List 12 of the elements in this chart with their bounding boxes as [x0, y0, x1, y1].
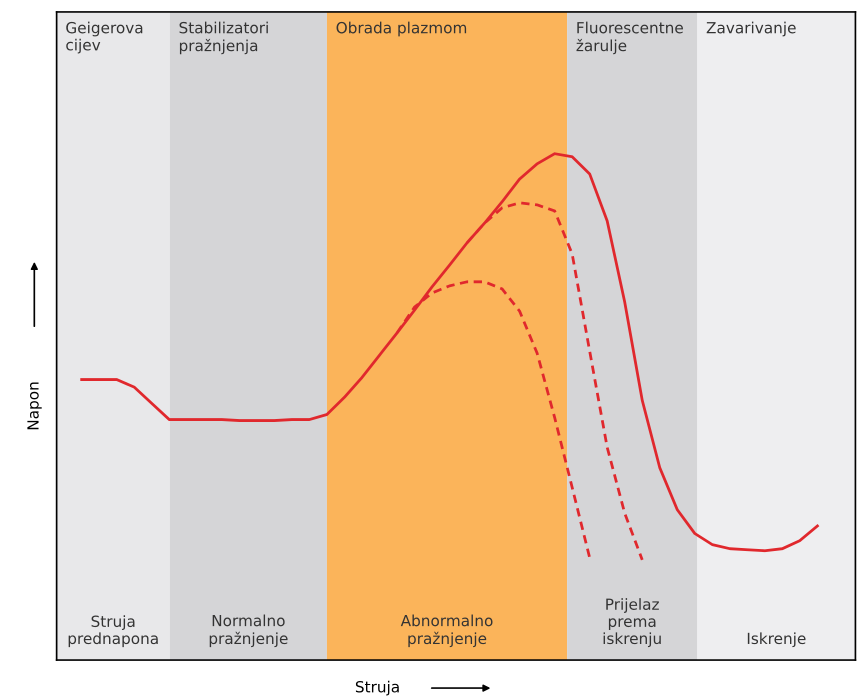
x-axis-title: Struja [356, 680, 399, 696]
text: Fluorescentne žarulje [576, 22, 683, 54]
annotation: Abnormalno pražnjenje [400, 614, 493, 648]
annotation: Struja prednapona [68, 615, 158, 648]
text: Zavarivanje [706, 22, 796, 36]
y-axis-title: Napon [27, 382, 42, 430]
annotation: Iskrenje [748, 632, 806, 648]
text: Stabilizatori pražnjenja [180, 22, 268, 54]
text: Geigerova cijev [66, 22, 142, 54]
annotation: Normalno pražnjenje [210, 614, 288, 648]
text: Obrada plazmom [336, 22, 466, 36]
annotation: Prijelaz prema iskrenju [604, 598, 661, 648]
